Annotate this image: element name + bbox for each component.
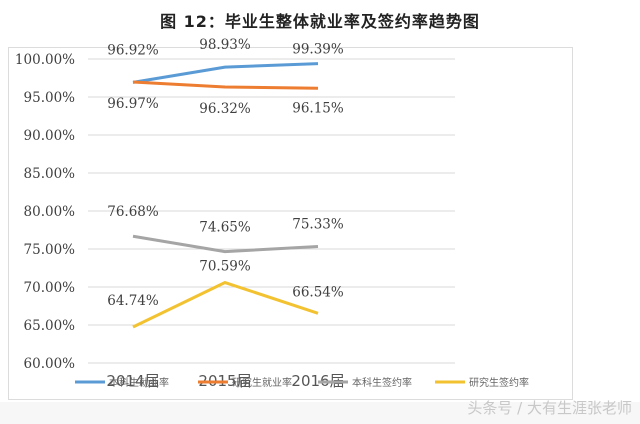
data-label: 96.32% bbox=[199, 101, 251, 117]
legend-label: 本科生就业率 bbox=[109, 376, 169, 389]
series-line-3 bbox=[132, 234, 319, 254]
data-label: 96.15% bbox=[292, 100, 344, 116]
y-tick-label: 60.00% bbox=[24, 356, 76, 372]
series-lines bbox=[132, 62, 319, 329]
data-labels: 96.92% 98.93% 99.39% 96.97% 96.32% 96.15% 76.6… bbox=[107, 37, 344, 309]
data-label: 96.97% bbox=[107, 96, 159, 112]
data-label: 75.33% bbox=[292, 216, 344, 232]
x-tick-label: 2014届 bbox=[106, 372, 159, 390]
data-label: 76.68% bbox=[107, 204, 159, 220]
y-tick-label: 85.00% bbox=[24, 166, 76, 182]
y-tick-label: 75.00% bbox=[24, 242, 76, 258]
watermark: 头条号 / 大有生涯张老师 bbox=[467, 399, 632, 417]
y-tick-label: 100.00% bbox=[15, 52, 75, 68]
y-tick-label: 90.00% bbox=[24, 128, 76, 144]
series-line-1 bbox=[132, 62, 319, 84]
data-label: 96.92% bbox=[107, 42, 159, 58]
y-tick-label: 65.00% bbox=[24, 318, 76, 334]
data-label: 74.65% bbox=[199, 220, 251, 236]
data-label: 99.39% bbox=[292, 42, 344, 58]
chart-frame bbox=[8, 47, 573, 400]
legend-label: 本科生签约率 bbox=[352, 376, 412, 389]
legend-label: 研究生就业率 bbox=[232, 376, 292, 389]
legend: 本科生就业率 研究生就业率 本科生签约率 研究生签约率 bbox=[75, 376, 529, 389]
y-tick-label: 80.00% bbox=[24, 204, 76, 220]
chart-title: 图 12：毕业生整体就业率及签约率趋势图 bbox=[160, 12, 480, 31]
data-label: 66.54% bbox=[292, 284, 344, 300]
legend-label: 研究生签约率 bbox=[469, 376, 529, 389]
footer-band bbox=[0, 402, 640, 424]
data-label: 70.59% bbox=[199, 259, 251, 275]
series-line-2 bbox=[132, 80, 319, 90]
data-label: 98.93% bbox=[199, 37, 251, 53]
y-tick-label: 70.00% bbox=[24, 280, 76, 296]
gridlines bbox=[88, 58, 455, 364]
series-line-4 bbox=[132, 281, 319, 329]
data-label: 64.74% bbox=[107, 293, 159, 309]
y-axis-labels: 100.00% 95.00% 90.00% 85.00% 80.00% 75.00% 70.… bbox=[15, 52, 75, 372]
y-tick-label: 95.00% bbox=[24, 90, 76, 106]
